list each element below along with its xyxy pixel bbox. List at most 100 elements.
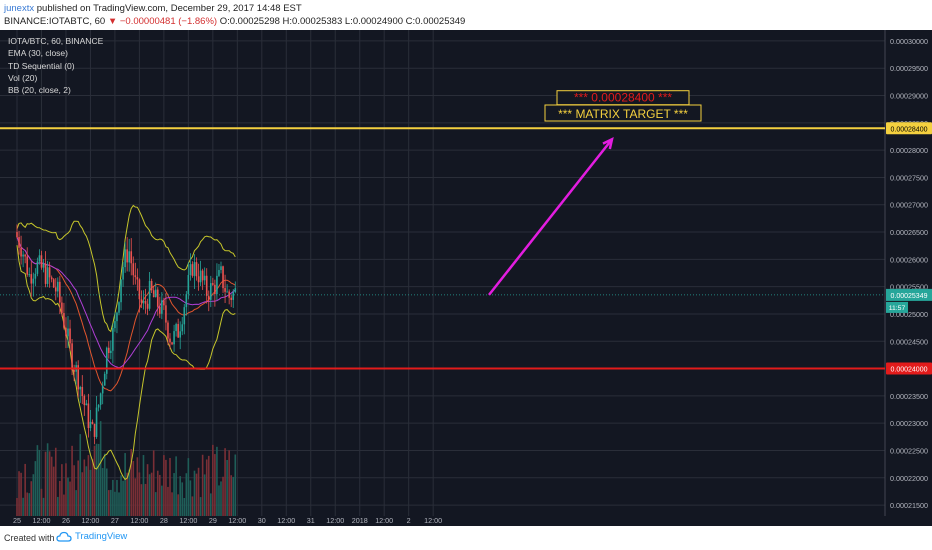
y-tick-label: 0.00026500: [890, 228, 928, 237]
y-tick-label: 0.00025500: [890, 283, 928, 292]
volume-bar: [146, 464, 149, 516]
y-tick-label: 0.00029500: [890, 64, 928, 73]
candle-body: [207, 295, 210, 300]
volume-bar: [126, 472, 128, 516]
candle-body: [169, 338, 171, 343]
volume-bar: [34, 461, 37, 516]
candle-body: [34, 273, 37, 279]
x-tick-label: 28: [160, 516, 168, 525]
legend-symbol: IOTA/BTC, 60, BINANCE: [8, 36, 104, 46]
candle-body: [114, 321, 116, 329]
y-tick-label: 0.00030000: [890, 37, 928, 46]
candle-body: [152, 290, 155, 298]
volume-bar: [224, 448, 226, 516]
candle-body: [61, 302, 63, 314]
volume-bar: [50, 456, 53, 516]
volume-bar: [148, 474, 151, 516]
volume-bar: [218, 485, 220, 516]
volume-bar: [187, 458, 190, 516]
candle-body: [22, 254, 24, 257]
candle-body: [77, 365, 79, 390]
candle-body: [36, 261, 39, 274]
tradingview-brand[interactable]: TradingView: [56, 531, 127, 542]
y-tick-label: 0.00022500: [890, 446, 928, 455]
candle-body: [201, 270, 204, 281]
candle-body: [99, 393, 102, 405]
author-link[interactable]: junextx: [4, 3, 35, 14]
volume-bar: [167, 486, 169, 516]
volume-bar: [79, 434, 82, 516]
legend-bollinger: BB (20, close, 2): [8, 85, 71, 96]
volume-bar: [165, 459, 167, 516]
candle-body: [59, 281, 61, 303]
candle-body: [173, 331, 175, 345]
candle-body: [189, 264, 192, 276]
volume-bar: [185, 473, 188, 516]
volume-bar: [136, 457, 139, 516]
volume-bar: [69, 481, 71, 516]
volume-bar: [179, 476, 181, 516]
publish-line: junextx published on TradingView.com, De…: [4, 3, 302, 14]
volume-bar: [116, 479, 118, 516]
volume-bar: [93, 445, 96, 516]
volume-bar: [228, 450, 230, 516]
x-tick-label: 2018: [352, 516, 368, 525]
candle-body: [118, 302, 120, 313]
volume-bar: [210, 493, 212, 516]
volume-bar: [77, 460, 79, 516]
volume-bar: [26, 492, 28, 516]
candle-body: [112, 328, 114, 351]
volume-bar: [122, 480, 124, 516]
last-price-label-bg: [886, 288, 932, 301]
volume-bar: [95, 443, 98, 516]
target-arrow[interactable]: [488, 138, 613, 296]
candle-body: [32, 278, 35, 284]
candle-body: [85, 403, 88, 406]
volume-bar: [22, 497, 24, 516]
x-tick-label: 30: [258, 516, 266, 525]
volume-bar: [61, 464, 63, 516]
candle-body: [122, 267, 124, 280]
volume-bar: [52, 466, 55, 516]
volume-bar: [36, 445, 39, 516]
countdown-label: 11:57: [889, 305, 906, 312]
volume-bar: [24, 463, 26, 516]
y-tick-label: 0.00023000: [890, 419, 928, 428]
price-chart[interactable]: 0.000300000.000295000.000290000.00028500…: [0, 30, 932, 526]
candle-body: [44, 263, 47, 284]
volume-bar: [103, 453, 106, 516]
candle-body: [128, 251, 130, 263]
candle-body: [222, 266, 224, 289]
candle-body: [24, 254, 26, 257]
volume-bar: [171, 492, 173, 516]
candle-body: [130, 251, 133, 264]
volume-bar: [132, 461, 135, 516]
candle-body: [83, 396, 86, 406]
volume-bar: [110, 489, 112, 516]
candle-body: [216, 275, 218, 295]
volume-bar: [99, 421, 102, 516]
candle-body: [191, 264, 194, 276]
volume-bar: [216, 446, 218, 516]
volume-bar: [234, 454, 237, 516]
volume-bar: [161, 485, 163, 516]
chart-panel[interactable]: 0.000300000.000295000.000290000.00028500…: [0, 30, 932, 526]
candle-body: [95, 407, 98, 437]
volume-bar: [199, 497, 202, 516]
volume-bar: [150, 472, 153, 516]
x-tick-label: 25: [13, 516, 21, 525]
volume-bar: [232, 476, 235, 516]
volume-bar: [71, 445, 73, 516]
volume-bar: [220, 481, 222, 516]
x-tick-label: 12:00: [130, 516, 148, 525]
candle-body: [156, 289, 159, 307]
ohlc-values: O:0.00025298 H:0.00025383 L:0.00024900 C…: [219, 16, 466, 27]
candle-body: [16, 232, 18, 237]
candle-body: [199, 270, 202, 283]
plot-background: [0, 30, 932, 526]
x-tick-label: 27: [111, 516, 119, 525]
candle-body: [154, 289, 157, 298]
candle-body: [134, 275, 137, 278]
target-annotation: *** MATRIX TARGET ***: [558, 107, 688, 121]
candle-body: [50, 277, 53, 280]
